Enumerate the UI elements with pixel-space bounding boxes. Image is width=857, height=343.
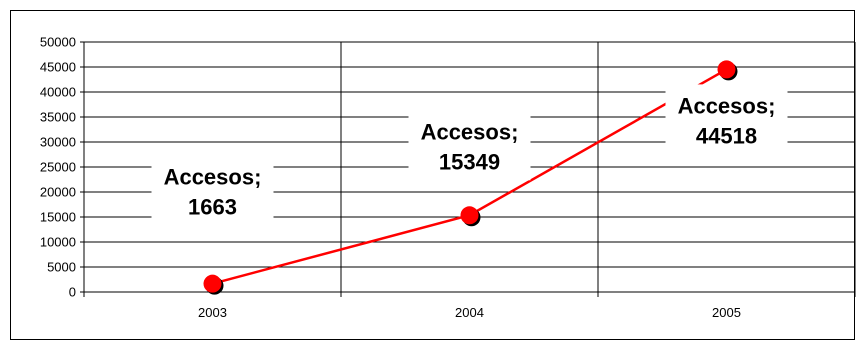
data-label-series-name: Accesos; — [678, 93, 776, 118]
data-label: Accesos; 44518 — [665, 84, 788, 155]
y-tick-label: 25000 — [40, 160, 76, 175]
y-tick-label: 15000 — [40, 210, 76, 225]
data-label-value: 44518 — [696, 123, 757, 148]
y-tick-label: 10000 — [40, 235, 76, 250]
data-point — [203, 274, 222, 293]
y-tick-label: 20000 — [40, 185, 76, 200]
data-point — [460, 206, 479, 225]
data-label: Accesos; 1663 — [151, 155, 274, 226]
y-tick-label: 50000 — [40, 35, 76, 50]
x-tick-labels: 2003 2004 2005 — [198, 305, 741, 320]
data-label: Accesos; 15349 — [408, 110, 531, 181]
y-tick-label: 40000 — [40, 85, 76, 100]
data-point — [717, 60, 736, 79]
data-label-box — [665, 84, 788, 155]
data-label-series-name: Accesos; — [421, 119, 519, 144]
series-markers — [203, 60, 738, 295]
data-label-box — [408, 110, 531, 181]
x-tick-label: 2003 — [198, 305, 227, 320]
data-label-value: 1663 — [188, 195, 237, 220]
y-tick-label: 0 — [69, 285, 76, 300]
y-tick-label: 35000 — [40, 110, 76, 125]
y-tick-label: 30000 — [40, 135, 76, 150]
data-label-box — [151, 155, 274, 226]
data-label-value: 15349 — [439, 149, 500, 174]
x-tick-label: 2004 — [455, 305, 484, 320]
x-tick-label: 2005 — [712, 305, 741, 320]
y-tick-label: 5000 — [47, 260, 76, 275]
y-tick-label: 45000 — [40, 60, 76, 75]
data-label-series-name: Accesos; — [164, 165, 262, 190]
data-labels: Accesos; 1663 Accesos; 15349 Accesos; 44518 — [151, 84, 788, 226]
y-tick-labels: 0 5000 10000 15000 20000 25000 30000 35000 40000… — [40, 35, 76, 300]
